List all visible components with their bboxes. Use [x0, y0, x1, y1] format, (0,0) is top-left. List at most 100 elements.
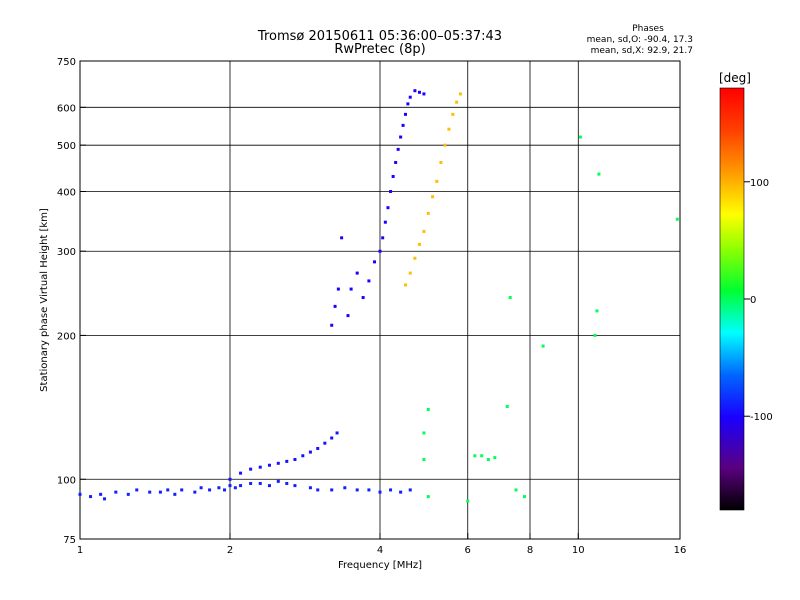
data-point: [406, 102, 410, 106]
data-point: [249, 481, 253, 485]
data-point: [426, 407, 430, 411]
data-point: [343, 486, 347, 490]
data-point: [426, 211, 430, 215]
data-point: [413, 89, 417, 93]
y-tick-label: 100: [57, 475, 76, 486]
data-point: [316, 488, 320, 492]
data-point: [330, 323, 334, 327]
colorbar-ticks: 100 0 -100: [744, 178, 773, 423]
data-point: [381, 236, 385, 240]
data-point: [335, 431, 339, 435]
data-point: [593, 333, 597, 337]
colorbar-tick-label: 100: [750, 178, 769, 189]
data-point: [293, 457, 297, 461]
colorbar-label: [deg]: [719, 71, 751, 85]
data-point: [408, 271, 412, 275]
y-tick-label: 75: [63, 535, 76, 546]
phases-line-o: mean, sd,O: -90.4, 17.3: [587, 35, 693, 45]
y-axis-label: Stationary phase Virtual Height [km]: [39, 208, 50, 392]
data-point: [422, 431, 426, 435]
data-point: [316, 446, 320, 450]
data-point: [597, 172, 601, 176]
grid-lines: [80, 61, 680, 539]
data-point: [355, 488, 359, 492]
data-point: [199, 486, 203, 490]
data-point: [293, 484, 297, 488]
data-point: [330, 488, 334, 492]
y-tick-label: 500: [57, 141, 76, 152]
data-point: [541, 344, 545, 348]
x-axis-label: Frequency [MHz]: [338, 560, 422, 571]
x-tick-label: 4: [377, 545, 383, 556]
data-point: [422, 229, 426, 233]
data-point: [135, 488, 139, 492]
data-point: [158, 490, 162, 494]
data-point: [114, 490, 118, 494]
data-point: [173, 492, 177, 496]
x-tick-label: 2: [227, 545, 233, 556]
data-point: [336, 287, 340, 291]
data-point: [399, 490, 403, 494]
data-points: [78, 89, 679, 503]
x-axis-ticks: 1 2 4 6 8 10 16: [77, 533, 687, 556]
data-point: [267, 463, 271, 467]
data-point: [308, 486, 312, 490]
data-point: [258, 481, 262, 485]
data-point: [267, 484, 271, 488]
data-point: [439, 160, 443, 164]
x-tick-label: 1: [77, 545, 83, 556]
data-point: [239, 484, 243, 488]
data-point: [595, 309, 599, 313]
data-point: [386, 206, 390, 210]
data-point: [417, 242, 421, 246]
data-point: [435, 179, 439, 183]
data-point: [422, 92, 426, 96]
data-point: [486, 457, 490, 461]
data-point: [276, 461, 280, 465]
data-point: [399, 135, 403, 139]
colorbar: [719, 87, 745, 511]
data-point: [258, 465, 262, 469]
data-point: [239, 471, 243, 475]
y-tick-label: 600: [57, 103, 76, 114]
data-point: [333, 304, 337, 308]
data-point: [367, 488, 371, 492]
data-point: [373, 260, 377, 264]
data-point: [394, 160, 398, 164]
data-point: [217, 486, 221, 490]
data-point: [480, 454, 484, 458]
y-tick-label: 200: [57, 331, 76, 342]
data-point: [346, 314, 350, 318]
data-point: [413, 256, 417, 260]
data-point: [99, 492, 103, 496]
data-point: [228, 477, 232, 481]
data-point: [443, 143, 447, 147]
data-point: [455, 100, 459, 104]
data-point: [451, 112, 455, 116]
data-point: [426, 495, 430, 499]
data-point: [126, 492, 130, 496]
chart-subtitle: RwPretec (8p): [334, 42, 425, 57]
data-point: [383, 220, 387, 224]
data-point: [367, 279, 371, 283]
data-point: [223, 488, 227, 492]
data-point: [401, 123, 405, 127]
data-point: [578, 135, 582, 139]
data-point: [285, 459, 289, 463]
data-point: [361, 296, 365, 300]
data-point: [180, 488, 184, 492]
phases-line-x: mean, sd,X: 92.9, 21.7: [591, 46, 693, 56]
colorbar-tick-label: -100: [750, 412, 773, 423]
data-point: [422, 457, 426, 461]
data-point: [447, 127, 451, 131]
data-point: [389, 488, 393, 492]
data-point: [276, 479, 280, 483]
data-point: [103, 497, 107, 501]
data-point: [148, 490, 152, 494]
data-point: [330, 436, 334, 440]
data-point: [675, 217, 679, 221]
x-tick-label: 16: [674, 545, 687, 556]
data-point: [340, 236, 344, 240]
colorbar-tick-label: 0: [750, 295, 756, 306]
